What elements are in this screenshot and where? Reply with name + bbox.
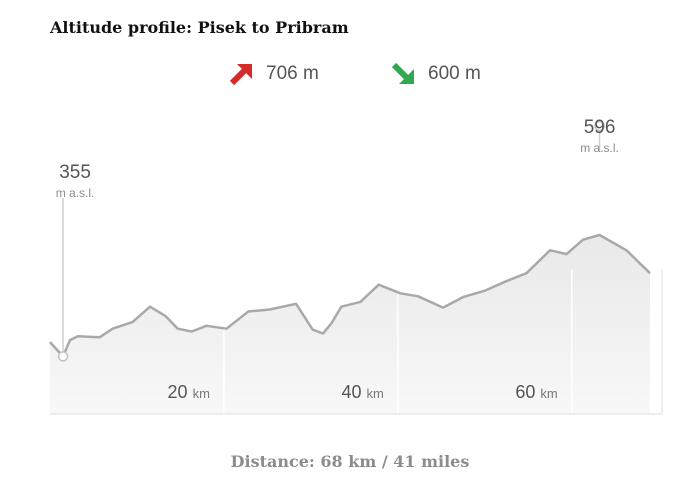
annotation-unit: m a.s.l. [56, 186, 95, 200]
annotation-unit: m a.s.l. [580, 141, 619, 155]
annotation-value: 355 [59, 162, 91, 183]
chart-title: Altitude profile: Pisek to Pribram [50, 18, 349, 37]
descent-value: 600 m [428, 63, 481, 84]
annotation-value: 596 [584, 117, 616, 138]
distance-label: Distance: 68 km / 41 miles [230, 452, 470, 471]
elevation-area [50, 235, 650, 414]
x-tick-label: 20 km [168, 382, 210, 402]
x-tick-label: 60 km [515, 382, 557, 402]
elevation-line [49, 233, 651, 358]
arrow-up-right-icon [229, 64, 252, 86]
annotation-marker [57, 351, 69, 362]
annotation-marker [594, 120, 605, 132]
ascent-value: 706 m [266, 63, 319, 84]
descent-stat: 600 m [390, 62, 481, 86]
ascent-stat: 706 m [228, 62, 319, 86]
x-tick-label: 40 km [341, 382, 383, 402]
arrow-down-right-icon [391, 62, 414, 84]
